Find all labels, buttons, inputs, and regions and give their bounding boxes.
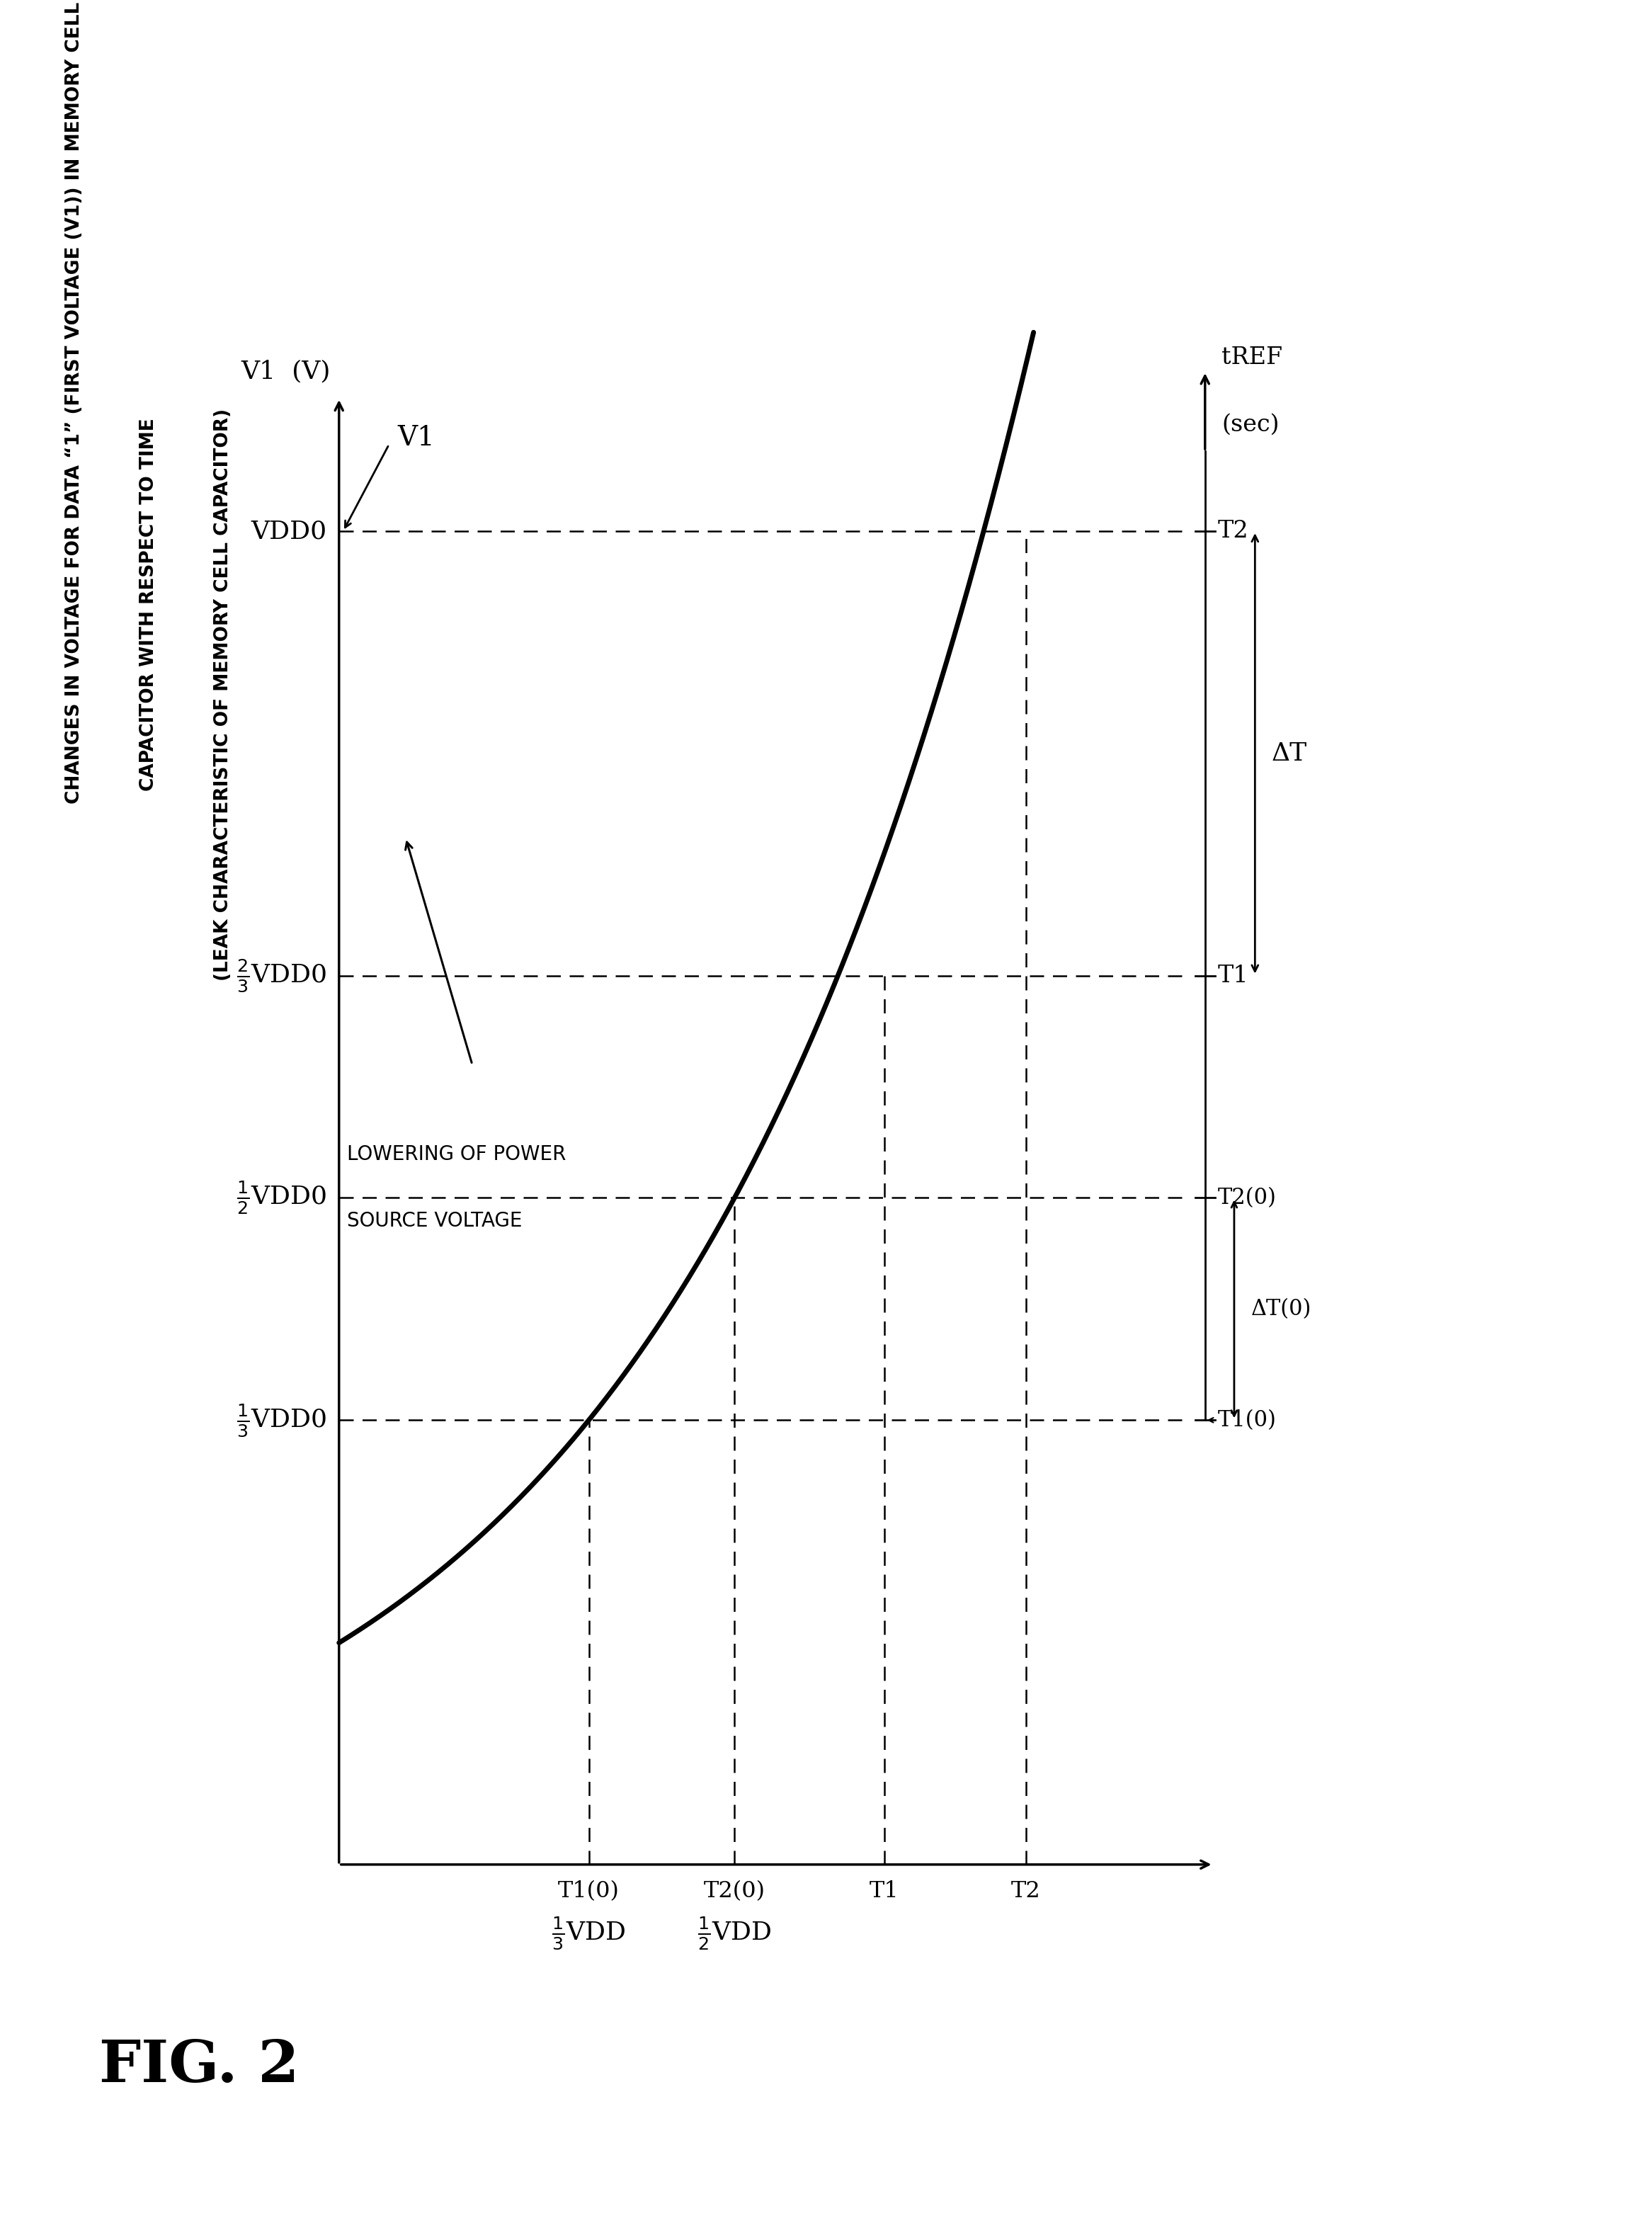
Text: T1: T1	[1218, 963, 1249, 988]
Text: (LEAK CHARACTERISTIC OF MEMORY CELL CAPACITOR): (LEAK CHARACTERISTIC OF MEMORY CELL CAPA…	[213, 408, 233, 981]
Text: T2(0): T2(0)	[1218, 1187, 1277, 1210]
Text: T2: T2	[1218, 520, 1249, 542]
Text: LOWERING OF POWER: LOWERING OF POWER	[347, 1145, 567, 1165]
Text: T2(0): T2(0)	[704, 1882, 765, 1902]
Text: V1  (V): V1 (V)	[241, 358, 330, 383]
Text: $\frac{1}{3}$VDD: $\frac{1}{3}$VDD	[552, 1915, 626, 1951]
Text: ΔT: ΔT	[1272, 741, 1307, 766]
Text: (sec): (sec)	[1222, 412, 1279, 437]
Text: T1(0): T1(0)	[1218, 1409, 1277, 1431]
Text: CHANGES IN VOLTAGE FOR DATA “1” (FIRST VOLTAGE (V1)) IN MEMORY CELL: CHANGES IN VOLTAGE FOR DATA “1” (FIRST V…	[64, 2, 84, 804]
Text: $\frac{1}{2}$VDD: $\frac{1}{2}$VDD	[697, 1915, 771, 1951]
Text: ΔT(0): ΔT(0)	[1251, 1297, 1312, 1319]
Text: $\frac{1}{2}$VDD0: $\frac{1}{2}$VDD0	[236, 1180, 327, 1216]
Text: SOURCE VOLTAGE: SOURCE VOLTAGE	[347, 1212, 522, 1232]
Text: VDD0: VDD0	[251, 520, 327, 544]
Text: T2: T2	[1011, 1882, 1041, 1902]
Text: V1: V1	[396, 426, 434, 450]
Text: T1(0): T1(0)	[558, 1882, 620, 1902]
Text: $\frac{2}{3}$VDD0: $\frac{2}{3}$VDD0	[236, 956, 327, 995]
Text: tREF: tREF	[1222, 347, 1282, 370]
Text: CAPACITOR WITH RESPECT TO TIME: CAPACITOR WITH RESPECT TO TIME	[139, 419, 159, 791]
Text: T1: T1	[869, 1882, 899, 1902]
Text: $\frac{1}{3}$VDD0: $\frac{1}{3}$VDD0	[236, 1402, 327, 1438]
Text: FIG. 2: FIG. 2	[99, 2038, 299, 2094]
